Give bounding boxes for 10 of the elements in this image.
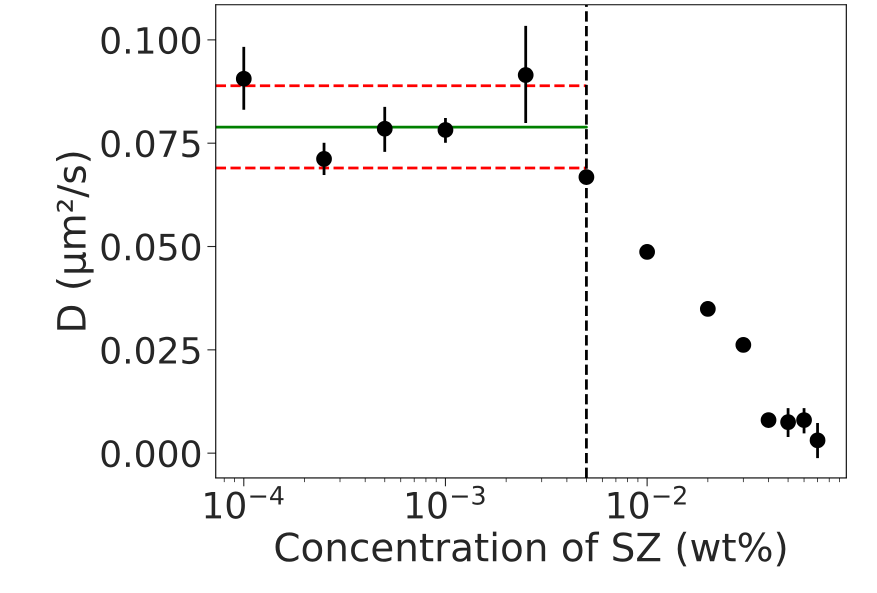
x-tick-label: 10$^{−2}$ [608, 486, 686, 519]
y-tick-label: 0.100 [102, 26, 200, 54]
y-tick-label: 0.025 [102, 336, 200, 364]
x-tick-label: 10$^{−4}$ [205, 486, 284, 519]
x-tick-label: 10$^{−3}$ [406, 486, 485, 519]
y-axis-title: D (μm²/s) [56, 152, 94, 330]
y-tick-label: 0.000 [102, 440, 200, 468]
y-tick-label: 0.050 [102, 233, 200, 261]
x-axis-title: Concentration of SZ (wt%) [276, 532, 786, 566]
y-tick-label: 0.075 [102, 130, 200, 158]
